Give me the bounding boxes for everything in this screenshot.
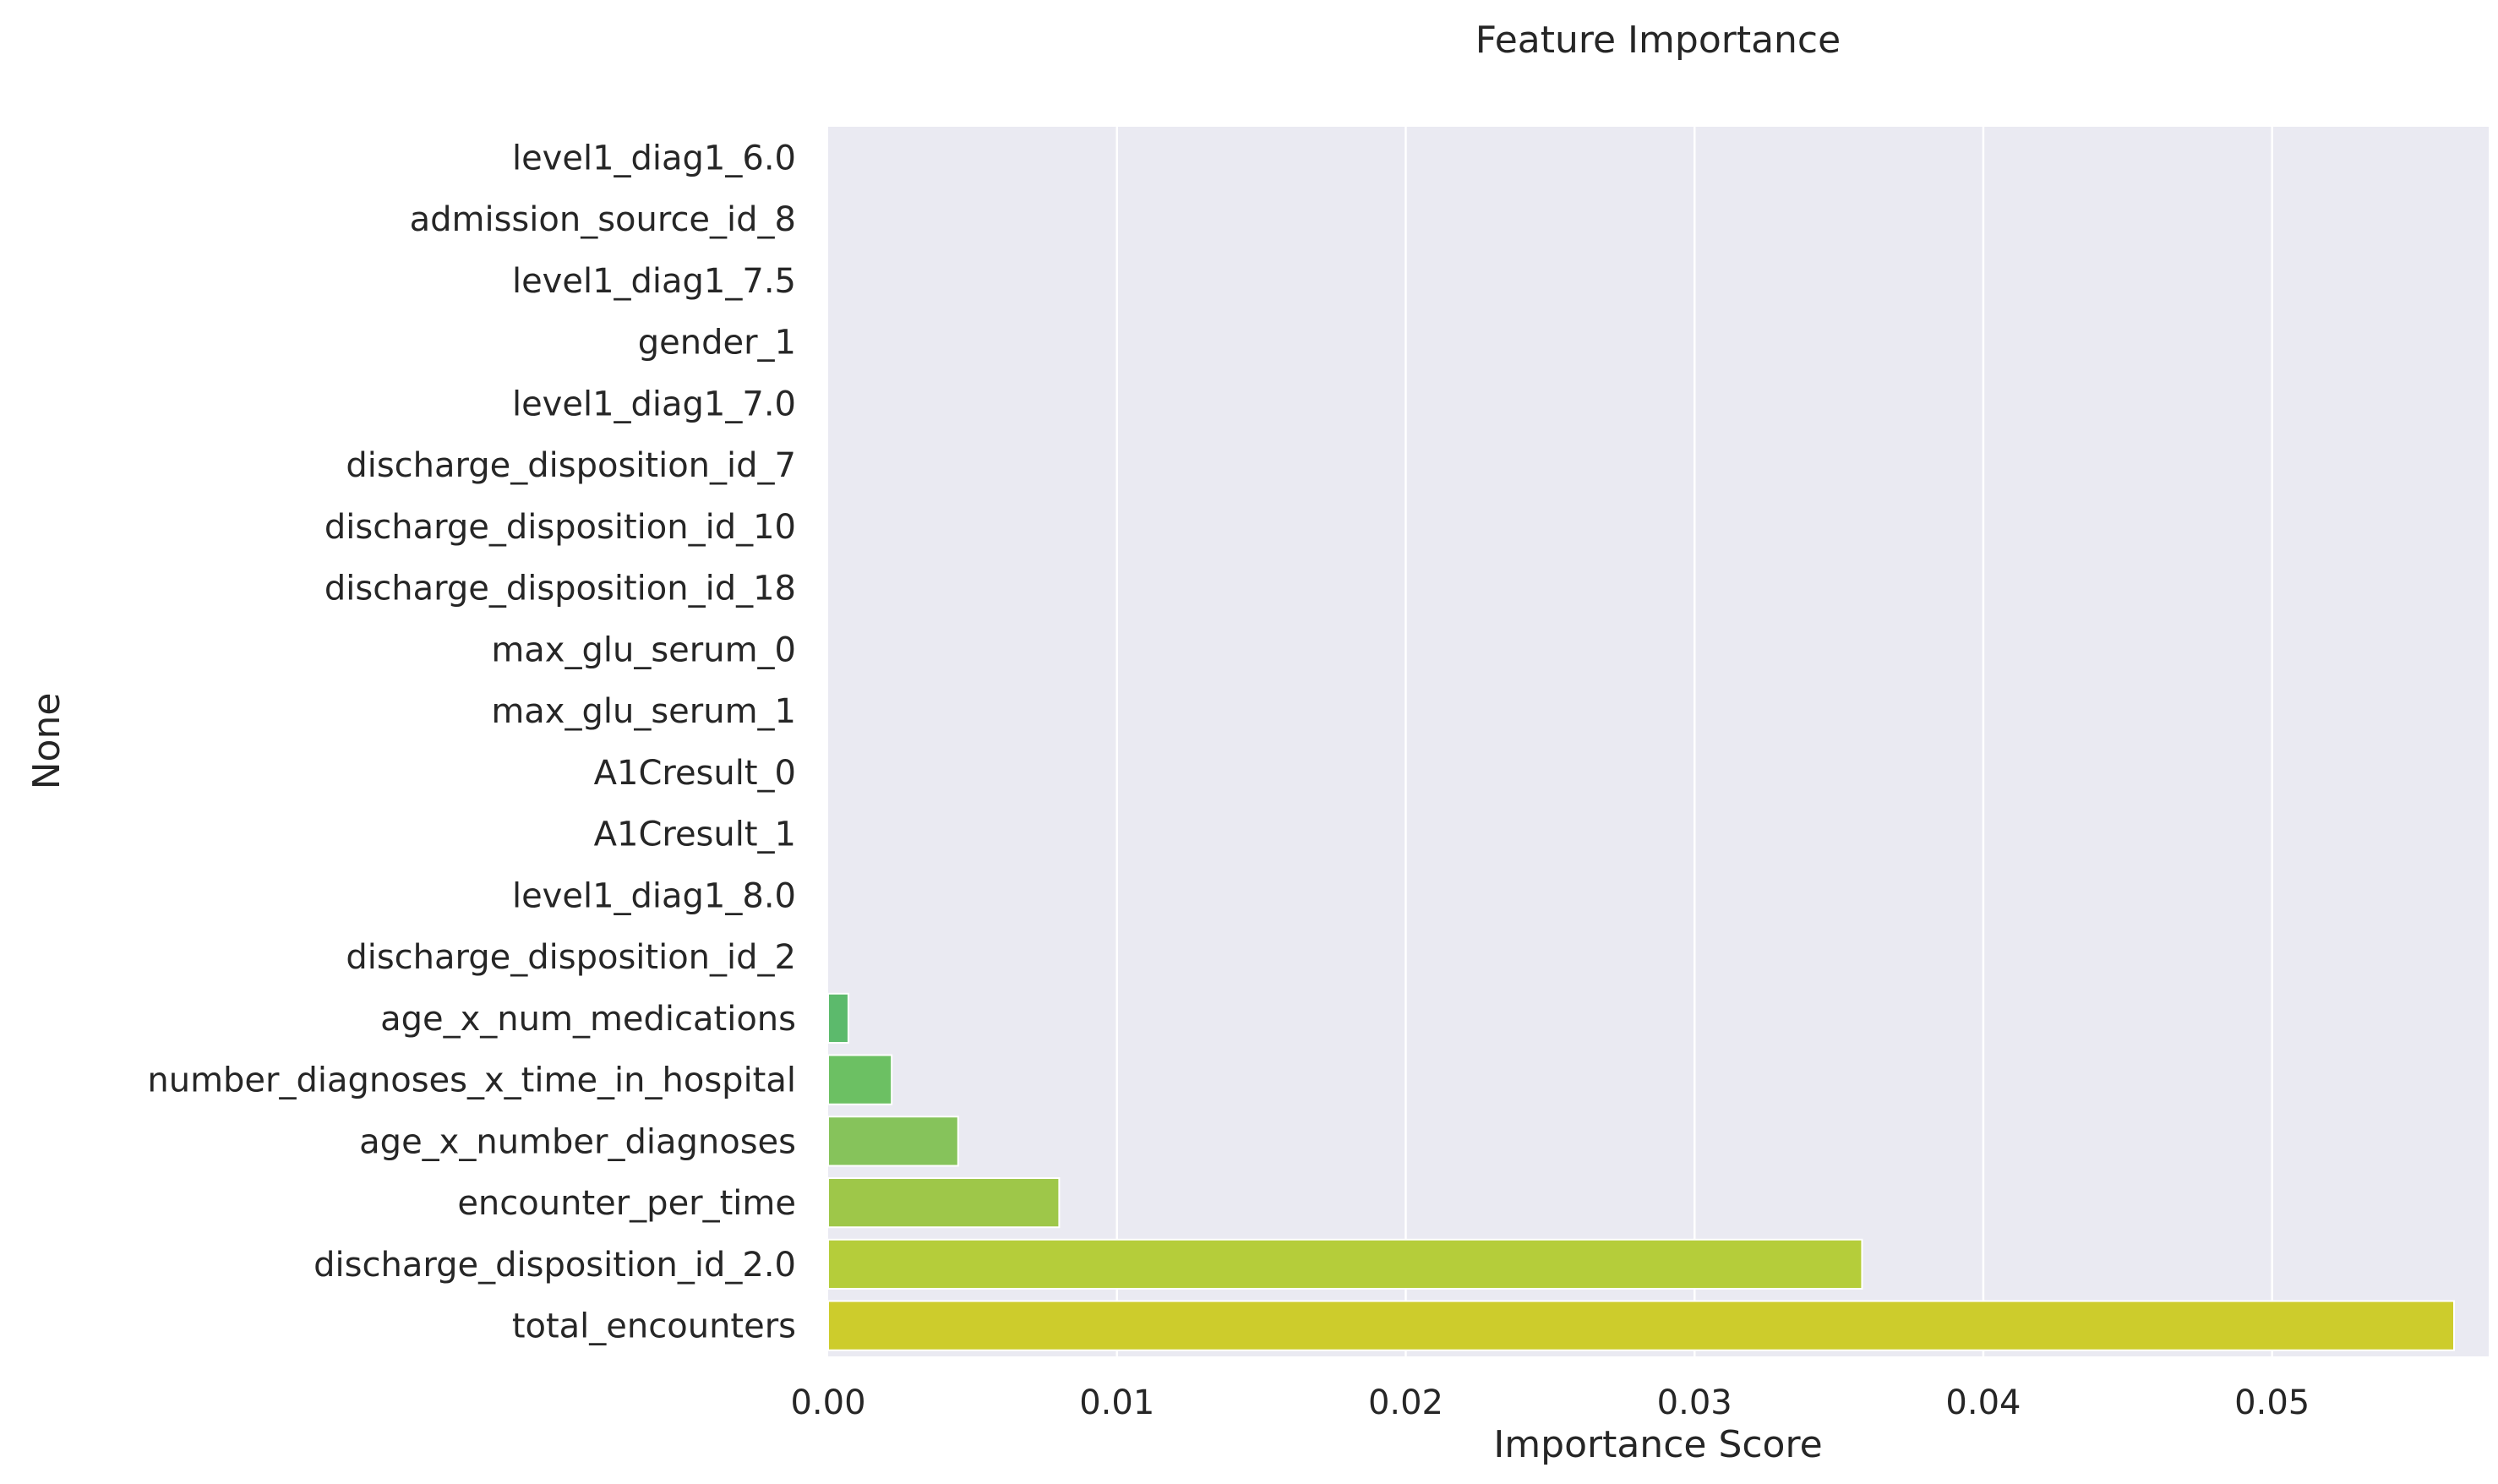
chart-title: Feature Importance <box>1475 19 1841 62</box>
y-tick-label: gender_1 <box>638 324 796 363</box>
y-tick-label: discharge_disposition_id_7 <box>346 446 796 485</box>
y-tick-label: encounter_per_time <box>457 1184 796 1223</box>
y-tick-label: A1Cresult_1 <box>594 816 796 854</box>
y-tick-label: A1Cresult_0 <box>594 754 796 793</box>
bar <box>827 1300 2455 1351</box>
y-tick-label: discharge_disposition_id_18 <box>325 570 796 608</box>
y-tick-label: number_diagnoses_x_time_in_hospital <box>147 1061 796 1100</box>
bars <box>827 992 2455 1351</box>
y-tick-label: total_encounters <box>512 1307 796 1346</box>
y-tick-label: discharge_disposition_id_2 <box>346 938 796 977</box>
x-tick-labels: 0.00 0.01 0.02 0.03 0.04 0.05 <box>790 1383 2310 1422</box>
bar <box>827 1238 1863 1290</box>
x-tick-label: 0.01 <box>1079 1383 1154 1422</box>
x-tick-label: 0.00 <box>790 1383 865 1422</box>
y-tick-label: admission_source_id_8 <box>410 200 796 239</box>
y-tick-labels: level1_diag1_6.0 admission_source_id_8lev… <box>147 139 796 1345</box>
bar <box>827 1177 1061 1229</box>
x-tick-label: 0.02 <box>1368 1383 1443 1422</box>
y-tick-label: age_x_number_diagnoses <box>359 1122 796 1161</box>
bar <box>827 1054 893 1105</box>
bar <box>827 1116 959 1167</box>
y-axis-label: None <box>25 693 68 790</box>
y-tick-label: level1_diag1_7.0 <box>512 385 796 423</box>
y-tick-label: level1_diag1_7.5 <box>512 262 796 301</box>
x-axis-label: Importance Score <box>1493 1423 1822 1466</box>
x-tick-label: 0.05 <box>2234 1383 2310 1422</box>
y-tick-label: discharge_disposition_id_2.0 <box>314 1246 796 1285</box>
y-tick-label: max_glu_serum_0 <box>491 630 796 669</box>
bar <box>827 992 849 1044</box>
y-tick-label: max_glu_serum_1 <box>491 692 796 731</box>
x-tick-label: 0.03 <box>1657 1383 1732 1422</box>
y-tick-label: age_x_num_medications <box>380 1000 796 1039</box>
y-tick-label: discharge_disposition_id_10 <box>325 508 796 547</box>
y-tick-label: level1_diag1_6.0 <box>512 139 796 177</box>
plot-area <box>828 127 2489 1356</box>
x-tick-label: 0.04 <box>1945 1383 2021 1422</box>
y-tick-label: level1_diag1_8.0 <box>512 876 796 915</box>
x-gridlines <box>1115 127 2273 1356</box>
